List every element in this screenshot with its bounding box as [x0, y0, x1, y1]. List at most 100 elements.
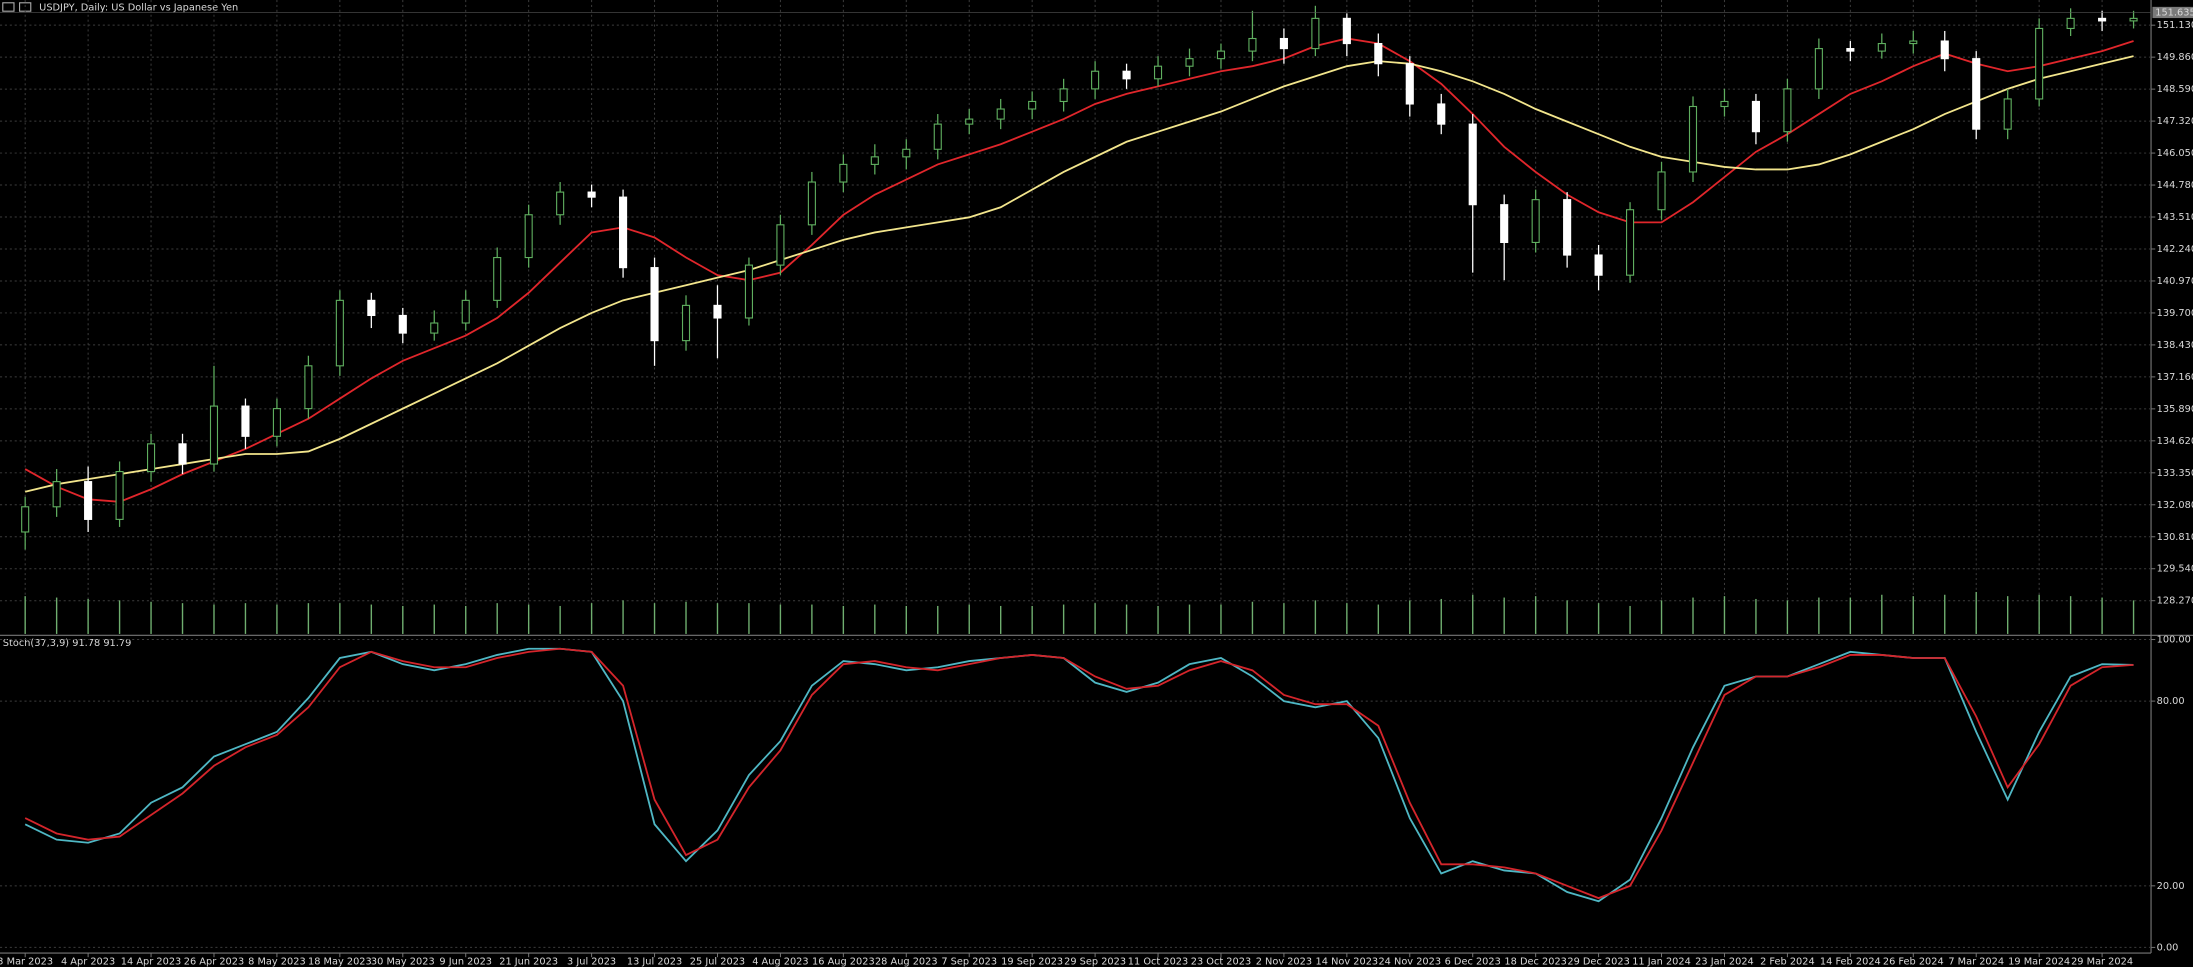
candle-body: [1783, 88, 1792, 133]
candle-body: [1122, 70, 1131, 80]
candle-body: [2066, 17, 2075, 30]
candle-body: [1909, 40, 1918, 45]
candle-body: [272, 408, 281, 437]
candle-body: [524, 214, 533, 259]
candle-body: [1185, 58, 1194, 67]
candle-body: [1877, 42, 1886, 52]
x-tick-label: 21 Jun 2023: [499, 956, 558, 967]
x-tick-label: 28 Aug 2023: [875, 956, 938, 967]
candle-body: [1688, 105, 1698, 173]
x-tick-label: 29 Dec 2023: [1567, 956, 1629, 967]
candle-body: [1594, 254, 1603, 276]
y-tick-label: 138.430: [2157, 340, 2193, 351]
x-tick-label: 3 Mar 2023: [0, 956, 53, 967]
candle-body: [398, 314, 407, 334]
x-tick-label: 8 May 2023: [248, 956, 306, 967]
candle-body: [2098, 17, 2107, 22]
x-tick-label: 18 Dec 2023: [1504, 956, 1566, 967]
candle-body: [902, 148, 911, 158]
x-tick-label: 18 May 2023: [308, 956, 372, 967]
candle-body: [1216, 50, 1226, 60]
candle-body: [304, 365, 313, 410]
x-tick-label: 3 Jul 2023: [567, 956, 616, 967]
x-tick-label: 11 Jan 2024: [1632, 956, 1691, 967]
candle-body: [776, 224, 785, 266]
candle-body: [1342, 17, 1351, 45]
candle-body: [1814, 48, 1823, 90]
x-tick-label: 19 Sep 2023: [1001, 956, 1063, 967]
candle-body: [52, 481, 61, 508]
candle-body: [965, 118, 974, 125]
y-tick-label: 0.00: [2157, 942, 2179, 953]
candle-body: [619, 196, 628, 269]
candle-body: [1248, 37, 1257, 52]
candle-body: [2129, 17, 2138, 22]
x-tick-label: 19 Mar 2024: [2008, 956, 2070, 967]
menu-icon[interactable]: [2, 2, 15, 12]
x-tick-label: 7 Sep 2023: [941, 956, 997, 967]
y-tick-label: 100.00: [2157, 635, 2191, 646]
candle-body: [933, 123, 942, 150]
x-tick-label: 7 Mar 2024: [1948, 956, 2004, 967]
last-price-box: [2152, 6, 2193, 19]
x-tick-label: 26 Feb 2024: [1883, 956, 1944, 967]
y-tick-label: 142.240: [2157, 244, 2193, 255]
x-tick-label: 30 May 2023: [371, 956, 435, 967]
candle-body: [2003, 98, 2012, 130]
candle-body: [1657, 171, 1666, 211]
x-tick-label: 29 Mar 2024: [2071, 956, 2133, 967]
candle-body: [1846, 48, 1855, 52]
x-tick-label: 11 Oct 2023: [1128, 956, 1188, 967]
x-tick-label: 9 Jun 2023: [439, 956, 492, 967]
candle-body: [1720, 100, 1729, 108]
moving-average: [24, 37, 2134, 503]
x-tick-label: 4 Aug 2023: [752, 956, 808, 967]
candle-body: [84, 481, 93, 520]
y-tick-label: 147.320: [2157, 116, 2193, 127]
candle-body: [335, 299, 344, 367]
candle-body: [1311, 17, 1320, 50]
y-tick-label: 139.700: [2157, 308, 2193, 319]
candle-body: [1059, 88, 1068, 103]
x-tick-label: 14 Apr 2023: [121, 956, 181, 967]
candle-body: [1279, 37, 1288, 50]
candle-body: [209, 405, 219, 465]
x-tick-label: 2 Feb 2024: [1760, 956, 1815, 967]
candle-body: [1153, 65, 1163, 80]
x-tick-label: 25 Jul 2023: [690, 956, 745, 967]
y-tick-label: 143.510: [2157, 212, 2193, 223]
candle-body: [1374, 42, 1383, 65]
y-tick-label: 140.970: [2157, 276, 2193, 287]
x-tick-label: 14 Feb 2024: [1820, 956, 1881, 967]
y-tick-label: 146.050: [2157, 148, 2193, 159]
y-tick-label: 133.350: [2157, 468, 2193, 479]
chart-title: USDJPY, Daily: US Dollar vs Japanese Yen: [39, 3, 238, 14]
x-tick-label: 14 Nov 2023: [1316, 956, 1379, 967]
candle-body: [839, 163, 848, 183]
y-tick-label: 130.810: [2157, 532, 2193, 543]
x-tick-label: 23 Jan 2024: [1695, 956, 1754, 967]
candle-body: [713, 304, 722, 319]
candle-body: [1468, 123, 1477, 206]
candle-body: [2035, 27, 2044, 100]
y-tick-label: 129.540: [2157, 564, 2193, 575]
candle-body: [556, 191, 565, 216]
candle-body: [21, 506, 30, 533]
x-tick-label: 24 Nov 2023: [1378, 956, 1441, 967]
candle-body: [870, 156, 879, 165]
y-tick-label: 132.080: [2157, 500, 2193, 511]
candle-body: [241, 405, 250, 437]
candle-body: [493, 256, 502, 301]
candle-body: [367, 299, 376, 317]
moving-average: [24, 55, 2134, 493]
x-tick-label: 23 Oct 2023: [1191, 956, 1251, 967]
y-tick-label: 149.860: [2157, 52, 2193, 63]
candle-body: [1091, 70, 1100, 90]
x-tick-label: 2 Nov 2023: [1256, 956, 1312, 967]
candle-body: [1437, 103, 1446, 125]
candle-body: [650, 267, 659, 342]
x-tick-label: 16 Aug 2023: [812, 956, 875, 967]
